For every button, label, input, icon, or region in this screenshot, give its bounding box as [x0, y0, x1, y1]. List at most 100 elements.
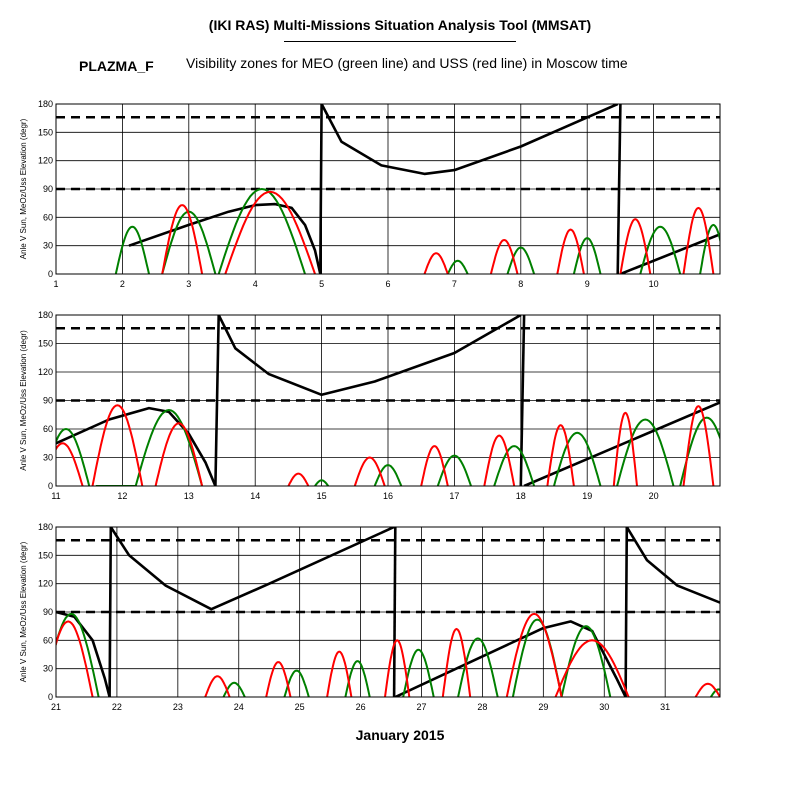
y-tick-label: 120 [38, 367, 53, 377]
x-tick-label: 17 [449, 491, 459, 501]
meo-elevation-arc [457, 637, 499, 697]
y-tick-label: 60 [43, 424, 53, 434]
x-tick-label: 6 [385, 279, 390, 289]
y-tick-label: 180 [38, 310, 53, 320]
y-axis-label: Anle V Sun, MeOz/Uss Elevation (degr) [19, 330, 28, 471]
uss-elevation-arc [161, 204, 204, 274]
meo-elevation-arc [56, 427, 91, 486]
meo-elevation-arc [699, 223, 720, 274]
x-tick-label: 19 [582, 491, 592, 501]
panel-3: 21 22 23 24 25 26 27 28 29 30 31 0 30 60 90 120 150 180 An… [19, 522, 721, 712]
uss-elevation-arc [682, 206, 715, 274]
meo-elevation-arc [114, 225, 150, 274]
uss-elevation-arc [56, 442, 84, 486]
x-tick-label: 24 [234, 702, 244, 712]
series-group [56, 315, 720, 486]
x-tick-label: 11 [51, 491, 60, 501]
uss-elevation-arc [694, 682, 720, 697]
meo-elevation-arc [436, 454, 472, 486]
plot-frame [55, 526, 721, 698]
x-tick-label: 10 [649, 279, 659, 289]
uss-elevation-arc [489, 238, 519, 274]
y-tick-label: 90 [43, 184, 53, 194]
x-tick-label: 31 [660, 702, 670, 712]
meo-elevation-arc [679, 416, 720, 486]
meo-elevation-arc [560, 625, 612, 697]
meo-elevation-arc [553, 431, 602, 486]
uss-elevation-arc [353, 456, 386, 486]
y-tick-label: 90 [43, 396, 53, 406]
y-tick-label: 30 [43, 241, 53, 251]
y-axis-label: Anle V Sun, MeOz/Uss Elevation (degr) [19, 541, 28, 682]
y-tick-label: 30 [43, 453, 53, 463]
y-tick-label: 60 [43, 635, 53, 645]
uss-elevation-arc [224, 190, 316, 274]
meo-elevation-arc [506, 246, 536, 274]
y-axis-label: Anle V Sun, MeOz/Uss Elevation (degr) [19, 118, 28, 259]
sun-angle-line [392, 527, 397, 697]
x-tick-label: 13 [184, 491, 194, 501]
y-tick-label: 0 [48, 692, 53, 702]
x-tick-label: 16 [383, 491, 393, 501]
x-tick-label: 22 [112, 702, 122, 712]
sun-angle-line [214, 315, 522, 486]
plot-frame [55, 103, 721, 275]
sun-angle-line [519, 315, 526, 486]
x-tick-label: 15 [317, 491, 327, 501]
x-tick-label: 20 [649, 491, 659, 501]
uss-elevation-arc [204, 675, 231, 697]
panel-1: 1 2 3 4 5 6 7 8 9 10 0 30 60 90 120 150 180 Anle V Sun, M… [19, 99, 721, 289]
sun-angle-line [56, 406, 217, 486]
chart-subtitle: Visibility zones for MEO (green line) an… [186, 55, 628, 71]
program-label: PLAZMA_F [79, 58, 154, 74]
y-tick-label: 180 [38, 522, 53, 532]
meo-elevation-arc [446, 259, 469, 274]
y-tick-label: 120 [38, 156, 53, 166]
uss-elevation-arc [423, 252, 449, 274]
uss-elevation-arc [287, 472, 310, 486]
x-tick-label: 12 [117, 491, 127, 501]
x-tick-label: 28 [477, 702, 487, 712]
x-tick-label: 29 [538, 702, 548, 712]
sun-angle-line [616, 104, 622, 274]
sun-angle-line [394, 620, 627, 697]
meo-elevation-arc [217, 187, 306, 274]
x-tick-label: 26 [356, 702, 366, 712]
x-tick-label: 8 [518, 279, 523, 289]
meo-elevation-arc [710, 688, 720, 697]
x-tick-label: 18 [516, 491, 526, 501]
uss-elevation-arc [612, 411, 638, 486]
uss-elevation-arc [556, 228, 585, 274]
sun-angle-line [319, 104, 619, 274]
x-tick-label: 14 [250, 491, 260, 501]
x-tick-label: 5 [319, 279, 324, 289]
meo-elevation-arc [402, 648, 435, 697]
x-tick-label: 23 [173, 702, 183, 712]
x-tick-label: 1 [53, 279, 58, 289]
y-tick-label: 30 [43, 664, 53, 674]
title-underline [284, 41, 516, 42]
panel-2: 11 12 13 14 15 16 17 18 19 20 0 30 60 90 120 150 180 Anle… [19, 310, 721, 501]
meo-elevation-arc [344, 660, 371, 697]
y-tick-label: 60 [43, 212, 53, 222]
uss-elevation-arc [554, 639, 630, 697]
x-tick-label: 21 [51, 702, 61, 712]
meo-elevation-arc [493, 445, 536, 486]
uss-elevation-arc [546, 424, 575, 486]
x-tick-label: 2 [120, 279, 125, 289]
uss-elevation-arc [326, 650, 353, 697]
y-tick-label: 180 [38, 99, 53, 109]
sun-angle-line [108, 527, 395, 697]
y-tick-label: 120 [38, 579, 53, 589]
x-tick-label: 30 [599, 702, 609, 712]
series-group [56, 527, 720, 697]
uss-elevation-arc [56, 620, 94, 697]
y-tick-label: 0 [48, 481, 53, 491]
meo-elevation-arc [572, 237, 602, 274]
uss-elevation-arc [619, 218, 652, 274]
uss-elevation-arc [682, 405, 715, 486]
chart-title: (IKI RAS) Multi-Missions Situation Analy… [208, 17, 592, 33]
sun-angle-line [624, 527, 720, 697]
uss-elevation-arc [91, 404, 144, 486]
